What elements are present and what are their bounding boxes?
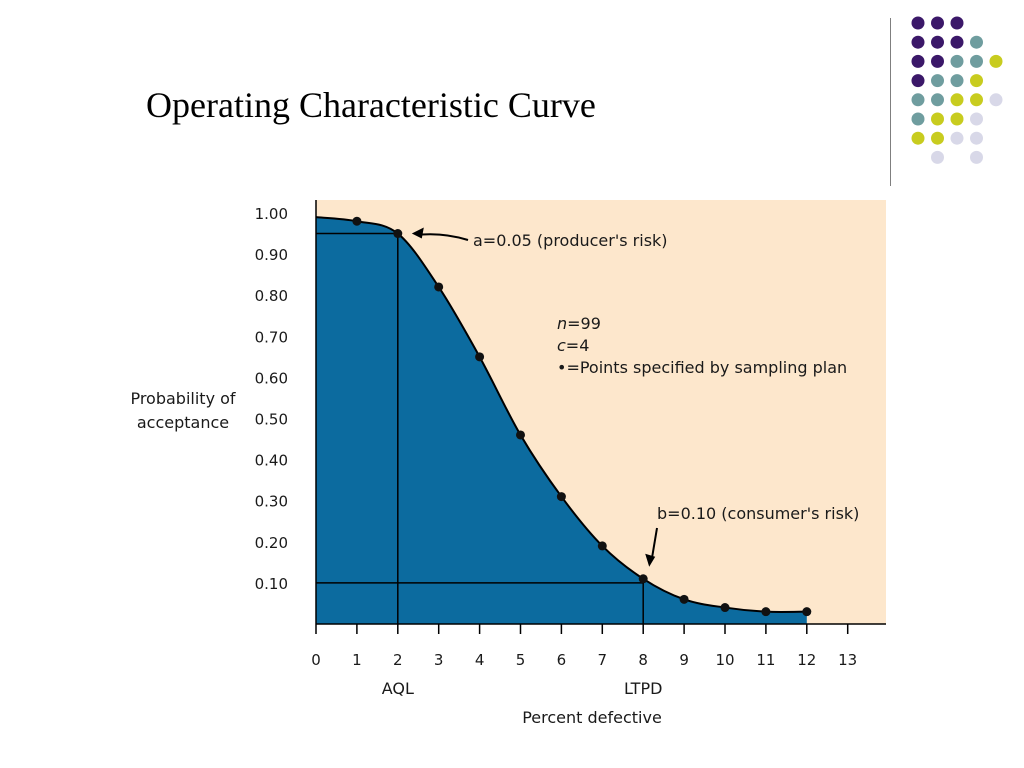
data-point-3 <box>434 282 444 292</box>
y-tick-label: 0.10 <box>255 575 288 593</box>
x-tick-label: 9 <box>679 651 689 669</box>
title-divider <box>890 18 891 186</box>
x-tick-label: 4 <box>475 651 485 669</box>
x-tick-label: 3 <box>434 651 444 669</box>
decor-dot-teal <box>911 93 925 107</box>
data-point-11 <box>761 607 771 617</box>
decor-dot-yellow <box>989 54 1003 68</box>
annotations: a=0.05 (producer's risk) b=0.10 (consume… <box>411 227 859 567</box>
producers-risk-arrow <box>421 233 469 241</box>
y-tick-label: 0.30 <box>255 493 288 511</box>
data-point-4 <box>475 352 485 362</box>
producers-risk-arrowhead <box>411 227 424 239</box>
sampling-plan-legend: n=99 c=4 •=Points specified by sampling … <box>557 314 847 377</box>
decor-dot-lavender <box>950 131 964 145</box>
y-tick-label: 0.90 <box>255 246 288 264</box>
y-tick-labels: 1.00 0.90 0.80 0.70 0.60 0.50 0.40 0.30 0.20 0.10 <box>255 205 288 593</box>
aql-label: AQL <box>382 679 414 698</box>
y-axis-label-line-1: Probability of <box>130 389 235 408</box>
decor-dot-lavender <box>970 131 983 145</box>
x-axis-label: Percent defective <box>522 708 662 727</box>
axes <box>315 200 886 634</box>
y-tick-label: 0.70 <box>255 328 288 346</box>
decorative-dot-grid <box>911 16 1003 164</box>
decor-dot-purple <box>950 16 964 30</box>
decor-dot-purple <box>950 35 964 49</box>
producers-risk-label: a=0.05 (producer's risk) <box>473 231 668 250</box>
acceptance-area <box>316 217 807 625</box>
decor-dot-teal <box>950 54 964 68</box>
data-point-9 <box>679 594 689 604</box>
consumers-risk-label: b=0.10 (consumer's risk) <box>657 504 859 523</box>
decor-dot-lavender <box>931 150 944 164</box>
decor-dot-purple <box>931 54 944 68</box>
y-tick-label: 1.00 <box>255 205 288 223</box>
decor-dot-yellow <box>970 74 983 88</box>
consumers-risk-arrowhead <box>645 553 656 567</box>
reference-lines <box>316 232 644 624</box>
decor-dot-purple <box>931 35 944 49</box>
decor-dot-purple <box>911 74 925 88</box>
data-point-12 <box>802 607 812 617</box>
y-axis-label-line-2: acceptance <box>137 413 229 432</box>
decor-dot-purple <box>911 54 925 68</box>
data-point-2 <box>393 229 403 239</box>
slide-title: Operating Characteristic Curve <box>146 85 596 125</box>
data-point-5 <box>516 430 525 440</box>
data-point-1 <box>352 216 362 226</box>
x-tick-label: 10 <box>715 651 734 669</box>
y-tick-label: 0.40 <box>255 452 288 470</box>
acceptance-number-label: c=4 <box>557 336 589 355</box>
y-tick-label: 0.60 <box>255 369 288 387</box>
data-points <box>352 216 812 617</box>
decor-dot-teal <box>911 112 925 126</box>
x-tick-label: 12 <box>797 651 816 669</box>
decor-dot-purple <box>911 35 925 49</box>
points-note-label: •=Points specified by sampling plan <box>557 358 847 377</box>
x-tick-label: 11 <box>756 651 775 669</box>
decor-dot-yellow <box>931 112 944 126</box>
decor-dot-teal <box>950 74 964 88</box>
y-tick-label: 0.80 <box>255 287 288 305</box>
decor-dot-yellow <box>950 93 964 107</box>
decor-dot-teal <box>931 74 944 88</box>
x-tick-label: 8 <box>638 651 648 669</box>
decor-dot-lavender <box>989 93 1003 107</box>
x-tick-label: 0 <box>311 651 321 669</box>
decor-dot-lavender <box>970 150 983 164</box>
decor-dot-lavender <box>970 112 983 126</box>
decor-dot-yellow <box>950 112 964 126</box>
x-tick-label: 13 <box>838 651 857 669</box>
decor-dot-purple <box>911 16 925 30</box>
data-point-6 <box>556 492 566 502</box>
x-tick-label: 7 <box>598 651 608 669</box>
x-tick-labels: 0 1 2 3 4 5 6 7 8 9 10 11 12 13 <box>311 651 857 669</box>
data-point-10 <box>720 603 730 613</box>
y-tick-label: 0.20 <box>255 534 288 552</box>
ltpd-label: LTPD <box>624 679 662 698</box>
decor-dot-purple <box>931 16 944 30</box>
x-tick-label: 1 <box>352 651 362 669</box>
decor-dot-yellow <box>970 93 983 107</box>
decor-dot-teal <box>970 35 983 49</box>
x-tick-label: 5 <box>516 651 526 669</box>
data-point-8 <box>638 574 648 584</box>
sample-size-label: n=99 <box>557 314 601 333</box>
decor-dot-teal <box>970 54 983 68</box>
data-point-7 <box>597 541 607 551</box>
decor-dot-yellow <box>931 131 944 145</box>
x-tick-label: 2 <box>393 651 403 669</box>
y-tick-label: 0.50 <box>255 411 288 429</box>
decor-dot-yellow <box>911 131 925 145</box>
x-tick-label: 6 <box>557 651 567 669</box>
decor-dot-teal <box>931 93 944 107</box>
consumers-risk-arrow <box>651 527 658 557</box>
